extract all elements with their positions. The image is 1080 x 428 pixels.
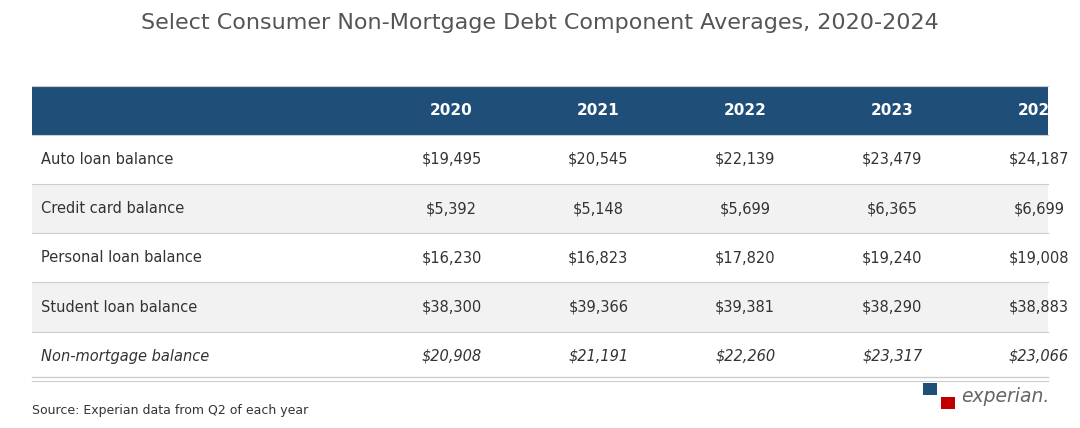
- Text: 2022: 2022: [724, 103, 767, 118]
- Text: Credit card balance: Credit card balance: [41, 201, 185, 216]
- Text: $38,300: $38,300: [421, 300, 482, 315]
- Bar: [32, 282, 1048, 332]
- Bar: [32, 233, 1048, 282]
- Text: $21,191: $21,191: [568, 349, 629, 364]
- Bar: [923, 383, 937, 395]
- Text: Select Consumer Non-Mortgage Debt Component Averages, 2020-2024: Select Consumer Non-Mortgage Debt Compon…: [141, 13, 939, 33]
- Text: 2021: 2021: [577, 103, 620, 118]
- Bar: [32, 184, 1048, 233]
- Text: experian.: experian.: [961, 387, 1050, 407]
- Text: $24,187: $24,187: [1009, 152, 1069, 167]
- Text: $38,290: $38,290: [862, 300, 922, 315]
- Text: $16,823: $16,823: [568, 250, 629, 265]
- Text: $16,230: $16,230: [421, 250, 482, 265]
- Text: $22,260: $22,260: [715, 349, 775, 364]
- Text: $19,008: $19,008: [1009, 250, 1069, 265]
- Text: $17,820: $17,820: [715, 250, 775, 265]
- Text: 2023: 2023: [870, 103, 914, 118]
- Text: $23,317: $23,317: [862, 349, 922, 364]
- Text: $23,066: $23,066: [1009, 349, 1069, 364]
- Bar: [32, 332, 1048, 381]
- Text: $19,240: $19,240: [862, 250, 922, 265]
- Text: 2020: 2020: [430, 103, 473, 118]
- Text: $5,699: $5,699: [719, 201, 771, 216]
- Text: Source: Experian data from Q2 of each year: Source: Experian data from Q2 of each ye…: [32, 404, 309, 417]
- Text: $23,479: $23,479: [862, 152, 922, 167]
- Text: $22,139: $22,139: [715, 152, 775, 167]
- Text: Student loan balance: Student loan balance: [41, 300, 198, 315]
- Text: 2024: 2024: [1017, 103, 1061, 118]
- Text: Auto loan balance: Auto loan balance: [41, 152, 174, 167]
- Text: Non-mortgage balance: Non-mortgage balance: [41, 349, 210, 364]
- Text: $5,392: $5,392: [426, 201, 477, 216]
- Text: Personal loan balance: Personal loan balance: [41, 250, 202, 265]
- Text: $19,495: $19,495: [421, 152, 482, 167]
- Text: $6,699: $6,699: [1013, 201, 1065, 216]
- Text: $38,883: $38,883: [1009, 300, 1069, 315]
- Text: $39,381: $39,381: [715, 300, 775, 315]
- Text: $5,148: $5,148: [572, 201, 624, 216]
- Bar: [941, 397, 955, 409]
- Text: $39,366: $39,366: [568, 300, 629, 315]
- Text: $6,365: $6,365: [866, 201, 918, 216]
- Bar: [32, 86, 1048, 135]
- Text: $20,908: $20,908: [421, 349, 482, 364]
- Bar: [32, 135, 1048, 184]
- Text: $20,545: $20,545: [568, 152, 629, 167]
